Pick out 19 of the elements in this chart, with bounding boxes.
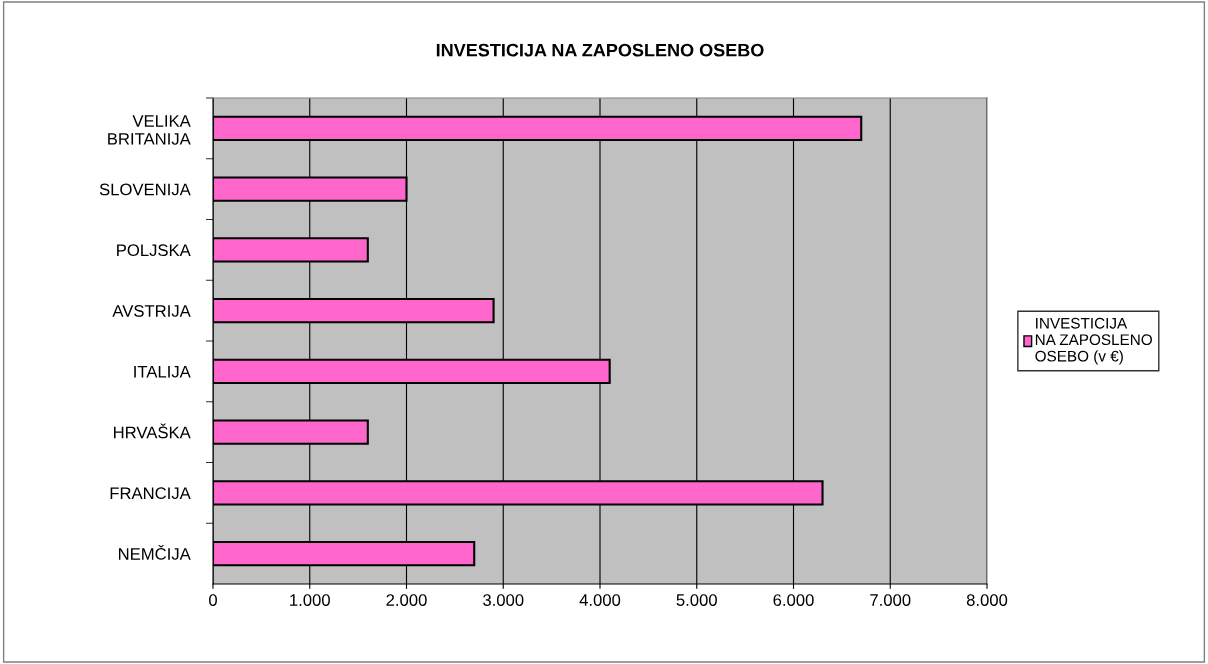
x-tick-label: 8.000 [966, 594, 1008, 606]
legend-label: INVESTICIJA NA ZAPOSLENO OSEBO (v €) [1035, 317, 1152, 365]
x-tick-label: 7.000 [870, 594, 911, 606]
y-tick-label: SLOVENIJA [99, 183, 191, 196]
x-tick-label: 1.000 [290, 594, 330, 606]
y-tick-label: VELIKA BRITANIJA [108, 115, 191, 145]
x-tick-label: 0 [209, 594, 217, 606]
y-tick-label: HRVAŠKA [114, 423, 191, 439]
chart-title: INVESTICIJA NA ZAPOSLENO OSEBO [436, 43, 764, 57]
y-tick-label: AVSTRIJA [112, 305, 191, 317]
y-tick-label: FRANCIJA [110, 487, 191, 500]
x-tick-label: 6.000 [773, 594, 814, 606]
x-tick-label: 4.000 [579, 594, 621, 606]
y-tick-label: ITALIJA [134, 365, 191, 378]
x-tick-label: 3.000 [483, 594, 524, 606]
x-tick-label: 5.000 [676, 594, 717, 606]
y-tick-label: POLJSKA [117, 244, 191, 257]
x-tick-label: 2.000 [386, 594, 427, 606]
y-tick-label: NEMČIJA [118, 545, 191, 560]
